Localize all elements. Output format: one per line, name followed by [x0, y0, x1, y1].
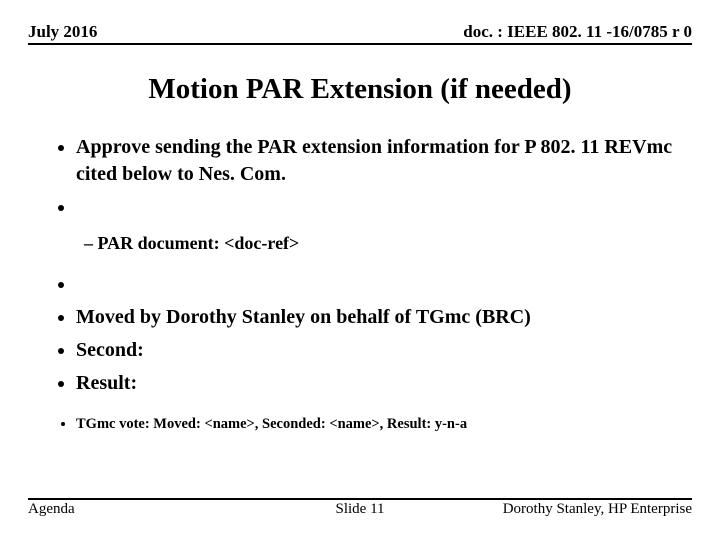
bullet-empty-2 — [76, 271, 692, 298]
sub-bullet-list: PAR document: <doc-ref> — [28, 231, 692, 255]
bullet-approve: Approve sending the PAR extension inform… — [76, 134, 692, 188]
small-bullet-list: TGmc vote: Moved: <name>, Seconded: <nam… — [28, 415, 692, 435]
footer-left: Agenda — [28, 501, 75, 518]
bullet-result: Result: — [76, 370, 692, 397]
bullet-second: Second: — [76, 337, 692, 364]
sub-bullet-par-doc: PAR document: <doc-ref> — [84, 231, 692, 255]
bullet-list-1: Approve sending the PAR extension inform… — [28, 134, 692, 221]
slide-page: July 2016 doc. : IEEE 802. 11 -16/0785 r… — [0, 0, 720, 540]
header-docref: doc. : IEEE 802. 11 -16/0785 r 0 — [463, 22, 692, 42]
header-bar: July 2016 doc. : IEEE 802. 11 -16/0785 r… — [28, 22, 692, 45]
slide-body: Approve sending the PAR extension inform… — [28, 134, 692, 435]
footer-bar: Agenda Slide 11 Dorothy Stanley, HP Ente… — [28, 498, 692, 518]
slide-title: Motion PAR Extension (if needed) — [28, 73, 692, 106]
bullet-vote: TGmc vote: Moved: <name>, Seconded: <nam… — [76, 415, 692, 435]
footer-right: Dorothy Stanley, HP Enterprise — [503, 501, 692, 518]
bullet-moved: Moved by Dorothy Stanley on behalf of TG… — [76, 304, 692, 331]
header-date: July 2016 — [28, 22, 97, 42]
bullet-list-2: Moved by Dorothy Stanley on behalf of TG… — [28, 271, 692, 397]
bullet-empty-1 — [76, 194, 692, 221]
